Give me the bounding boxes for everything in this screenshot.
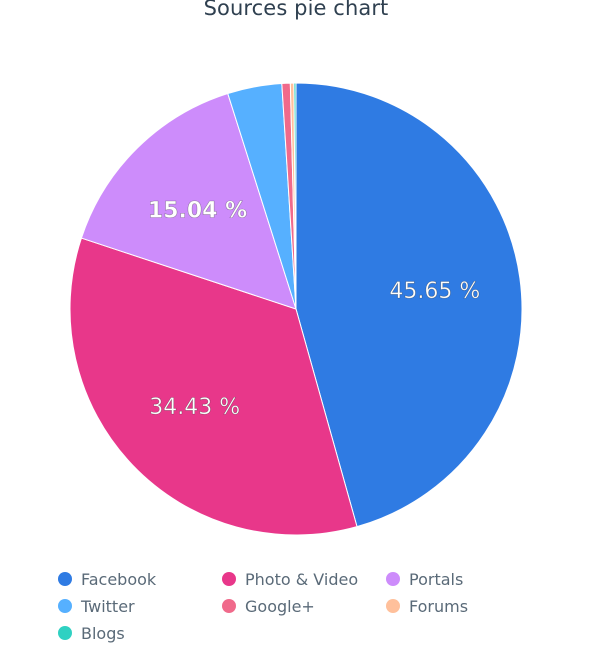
legend-swatch-icon <box>222 599 236 613</box>
legend-item[interactable]: Photo & Video <box>222 567 358 591</box>
pie-slice-blogs[interactable] <box>293 82 297 310</box>
chart-title: Sources pie chart <box>203 0 389 20</box>
legend-label: Photo & Video <box>245 569 359 589</box>
legend-item[interactable]: Twitter <box>58 594 135 618</box>
legend-label: Twitter <box>81 596 135 616</box>
legend-item[interactable]: Facebook <box>58 567 156 591</box>
legend-item[interactable]: Blogs <box>58 621 125 645</box>
slice-data-label: 15.04 % <box>148 198 247 223</box>
pie-slice-photo-video[interactable] <box>69 237 358 536</box>
legend-label: Forums <box>409 596 469 616</box>
legend-swatch-icon <box>386 599 400 613</box>
legend-swatch-icon <box>58 626 72 640</box>
slice-data-label: 45.65 % <box>389 279 480 304</box>
legend-item[interactable]: Forums <box>386 594 468 618</box>
legend-label: Google+ <box>245 596 315 616</box>
pie-slice-facebook[interactable] <box>295 82 523 528</box>
legend-label: Portals <box>409 569 464 589</box>
legend-swatch-icon <box>386 572 400 586</box>
legend-label: Blogs <box>81 623 125 643</box>
legend-swatch-icon <box>222 572 236 586</box>
legend-item[interactable]: Portals <box>386 567 463 591</box>
legend-label: Facebook <box>81 569 157 589</box>
legend-swatch-icon <box>58 599 72 613</box>
slice-data-label: 34.43 % <box>149 395 240 420</box>
legend-swatch-icon <box>58 572 72 586</box>
pie-slice-portals[interactable] <box>80 92 297 310</box>
legend-item[interactable]: Google+ <box>222 594 315 618</box>
